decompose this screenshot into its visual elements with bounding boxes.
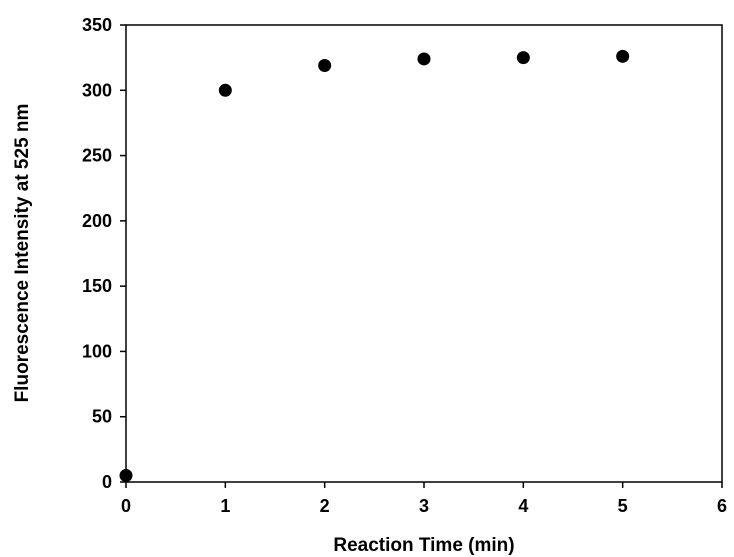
x-tick-label: 4 (518, 496, 528, 516)
x-tick-label: 3 (419, 496, 429, 516)
data-point (119, 468, 133, 482)
x-tick-label: 1 (220, 496, 230, 516)
x-axis-ticks: 0 1 2 3 4 5 6 (121, 482, 727, 516)
x-tick-label: 0 (121, 496, 131, 516)
y-tick-label: 0 (102, 472, 112, 492)
x-axis-title: Reaction Time (min) (333, 535, 514, 556)
data-points (119, 49, 630, 482)
y-tick-label: 250 (82, 146, 112, 166)
y-tick-label: 150 (82, 276, 112, 296)
data-point (616, 49, 630, 63)
y-tick-label: 50 (92, 407, 112, 427)
data-point (218, 83, 232, 97)
y-axis-ticks: 0 50 100 150 200 250 300 350 (82, 15, 126, 492)
data-point (516, 51, 530, 65)
y-tick-label: 200 (82, 211, 112, 231)
x-tick-label: 2 (320, 496, 330, 516)
y-tick-label: 300 (82, 80, 112, 100)
x-tick-label: 6 (717, 496, 727, 516)
y-axis-title: Fluorescence Intensity at 525 nm (12, 104, 33, 403)
data-point (417, 52, 431, 66)
y-tick-label: 100 (82, 341, 112, 361)
data-point (318, 58, 332, 72)
x-tick-label: 5 (618, 496, 628, 516)
plot-area (125, 24, 723, 483)
y-tick-label: 350 (82, 15, 112, 35)
